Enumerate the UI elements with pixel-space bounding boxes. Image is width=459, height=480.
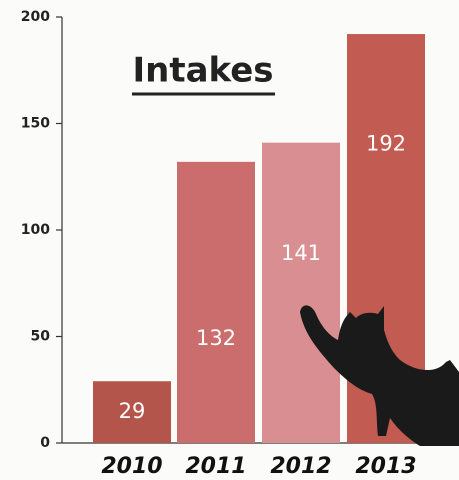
chart-title: Intakes xyxy=(132,51,273,91)
value-label: 192 xyxy=(366,131,406,155)
y-tick-label: 150 xyxy=(21,116,50,132)
y-tick-label: 0 xyxy=(40,435,50,451)
x-tick-label: 2012 xyxy=(270,454,331,479)
value-label: 29 xyxy=(119,399,146,423)
y-tick-label: 50 xyxy=(31,329,51,345)
y-tick-label: 200 xyxy=(21,9,50,25)
value-label: 132 xyxy=(196,326,236,350)
x-tick-label: 2010 xyxy=(101,454,162,479)
cat-silhouette xyxy=(300,305,459,446)
x-tick-label: 2011 xyxy=(185,454,246,479)
y-tick-label: 100 xyxy=(21,222,50,238)
bar xyxy=(262,142,340,444)
bar xyxy=(93,381,171,443)
bar xyxy=(177,161,255,443)
x-tick-label: 2013 xyxy=(355,454,416,479)
value-label: 141 xyxy=(281,241,321,265)
